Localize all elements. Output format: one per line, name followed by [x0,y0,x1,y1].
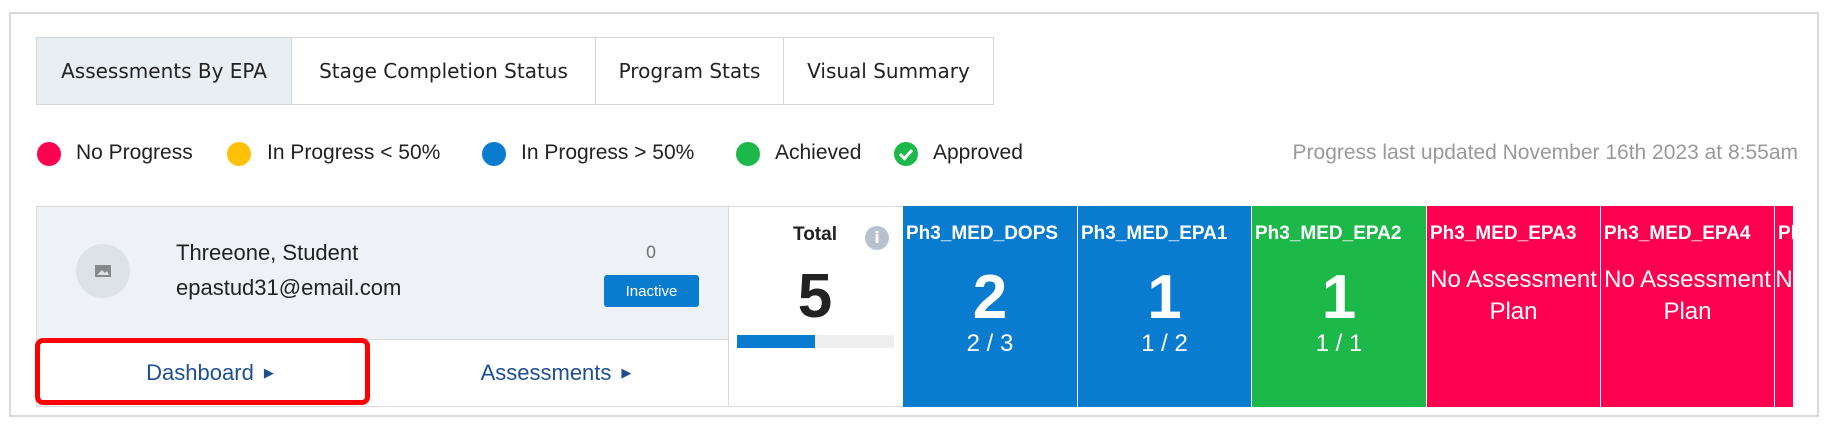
last-updated: Progress last updated November 16th 2023… [1292,141,1798,164]
epa-title: Ph3_MED_DOPS [906,223,1059,244]
caret: ▶ [263,365,274,380]
caret: ▶ [621,365,632,380]
info-icon[interactable]: i [865,226,889,250]
epa-message: N [1775,266,1793,293]
epa-tile[interactable]: Ph N [1775,206,1794,407]
student-count: 0 [645,243,657,263]
status-badge: Inactive [604,275,699,307]
epa-tile[interactable]: Ph3_MED_DOPS 2 2 / 3 [903,206,1078,407]
legend-label: In Progress < 50% [267,141,441,164]
student-name: Threeone, Student [176,240,359,265]
dashboard-link[interactable]: Dashboard ▶ [37,339,383,407]
avatar-icon [95,265,111,277]
tab[interactable]: Visual Summary [783,37,994,105]
legend-label: Approved [933,141,1023,164]
total-label: Total [793,224,837,245]
epa-title: Ph3_MED_EPA2 [1255,223,1402,244]
total-column: Total i 5 [729,206,903,407]
legend-marker [736,142,760,166]
epa-tile[interactable]: Ph3_MED_EPA1 1 1 / 2 [1078,206,1252,407]
epa-title: Ph [1778,223,1793,244]
avatar [76,244,130,298]
dashboard-link-text[interactable]: Dashboard [146,360,254,385]
legend-marker [894,142,918,166]
epa-tile[interactable]: Ph3_MED_EPA4 No Assessment Plan [1601,206,1775,407]
assessments-link[interactable]: Assessments ▶ [383,339,729,407]
tab[interactable]: Assessments By EPA [36,37,292,105]
epa-title: Ph3_MED_EPA1 [1081,223,1228,244]
total-progress-track [737,335,894,348]
panel-frame [9,12,1819,417]
epa-message: No Assessment Plan [1604,266,1771,325]
assessments-link-text[interactable]: Assessments [480,360,612,385]
epa-count: 1 [1147,263,1182,332]
legend-label: No Progress [76,141,193,164]
epa-count: 1 [1321,263,1357,332]
epa-count: 2 [972,263,1008,332]
tab[interactable]: Program Stats [595,37,784,105]
legend-marker [37,142,61,166]
legend-marker [227,142,251,166]
student-card: Threeone, Student epastud31@email.com 0 … [36,206,729,407]
legend-label: Achieved [775,141,862,164]
epa-title: Ph3_MED_EPA4 [1604,223,1751,244]
legend-marker [482,142,506,166]
student-header [37,207,728,340]
epa-fraction: 2 / 3 [966,330,1014,357]
total-progress-fill [737,335,815,348]
tab[interactable]: Stage Completion Status [291,37,596,105]
epa-tile[interactable]: Ph3_MED_EPA3 No Assessment Plan [1427,206,1601,407]
check [898,149,914,161]
epa-tile[interactable]: Ph3_MED_EPA2 1 1 / 1 [1252,206,1427,407]
epa-fraction: 1 / 1 [1315,330,1363,357]
total-value: 5 [797,262,833,331]
student-email: epastud31@email.com [176,275,402,300]
highlight-box [35,338,370,405]
epa-message: No Assessment Plan [1430,266,1597,325]
epa-title: Ph3_MED_EPA3 [1430,223,1577,244]
legend-label: In Progress > 50% [521,141,695,164]
epa-fraction: 1 / 2 [1141,330,1188,357]
